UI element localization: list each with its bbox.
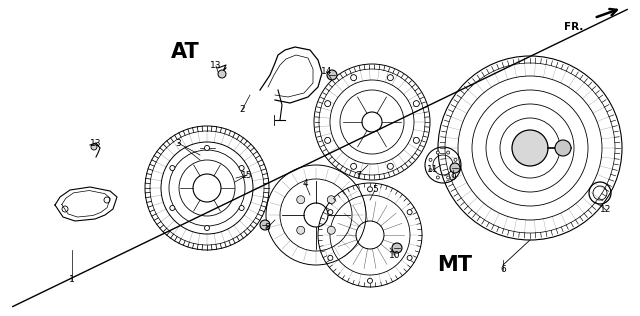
Circle shape bbox=[407, 255, 412, 260]
Text: MT: MT bbox=[438, 255, 472, 275]
Circle shape bbox=[328, 255, 333, 260]
Text: 11: 11 bbox=[428, 166, 439, 174]
Text: 2: 2 bbox=[239, 106, 245, 114]
Text: AT: AT bbox=[171, 42, 200, 62]
Circle shape bbox=[367, 278, 372, 283]
Text: 1: 1 bbox=[69, 276, 75, 284]
Circle shape bbox=[170, 166, 175, 171]
Circle shape bbox=[297, 196, 305, 204]
Text: 4: 4 bbox=[302, 179, 308, 187]
Circle shape bbox=[297, 226, 305, 234]
Circle shape bbox=[327, 70, 337, 80]
Circle shape bbox=[436, 176, 439, 179]
Text: 12: 12 bbox=[600, 205, 612, 215]
Circle shape bbox=[454, 169, 457, 172]
Circle shape bbox=[387, 75, 394, 81]
Circle shape bbox=[447, 151, 450, 154]
Circle shape bbox=[328, 210, 333, 215]
Text: 13: 13 bbox=[90, 138, 102, 148]
Circle shape bbox=[387, 163, 394, 169]
Circle shape bbox=[324, 100, 331, 106]
Circle shape bbox=[327, 226, 335, 234]
Circle shape bbox=[218, 70, 226, 78]
Text: 15: 15 bbox=[241, 171, 253, 179]
Circle shape bbox=[413, 100, 419, 106]
Circle shape bbox=[324, 137, 331, 143]
Circle shape bbox=[367, 187, 372, 192]
Circle shape bbox=[454, 158, 457, 161]
Circle shape bbox=[170, 205, 175, 210]
Circle shape bbox=[512, 130, 548, 166]
Circle shape bbox=[327, 196, 335, 204]
Circle shape bbox=[239, 205, 244, 210]
Circle shape bbox=[91, 144, 97, 150]
Circle shape bbox=[413, 137, 419, 143]
Text: 14: 14 bbox=[321, 68, 333, 76]
Circle shape bbox=[392, 243, 402, 253]
Circle shape bbox=[429, 169, 432, 172]
Circle shape bbox=[351, 163, 356, 169]
Circle shape bbox=[260, 220, 270, 230]
Circle shape bbox=[447, 176, 450, 179]
Text: 10: 10 bbox=[389, 251, 401, 259]
Circle shape bbox=[555, 140, 571, 156]
Circle shape bbox=[205, 226, 209, 230]
Text: 13: 13 bbox=[211, 62, 221, 70]
Circle shape bbox=[436, 151, 439, 154]
Circle shape bbox=[450, 163, 460, 173]
Text: FR.: FR. bbox=[564, 22, 583, 32]
Text: 9: 9 bbox=[450, 173, 456, 181]
Circle shape bbox=[205, 145, 209, 150]
Circle shape bbox=[239, 166, 244, 171]
Circle shape bbox=[429, 158, 432, 161]
Text: 3: 3 bbox=[175, 138, 181, 148]
Circle shape bbox=[407, 210, 412, 215]
Text: 5: 5 bbox=[372, 185, 378, 195]
Text: 7: 7 bbox=[355, 171, 361, 179]
Text: 8: 8 bbox=[264, 223, 270, 233]
Text: 6: 6 bbox=[500, 265, 506, 275]
Circle shape bbox=[351, 75, 356, 81]
